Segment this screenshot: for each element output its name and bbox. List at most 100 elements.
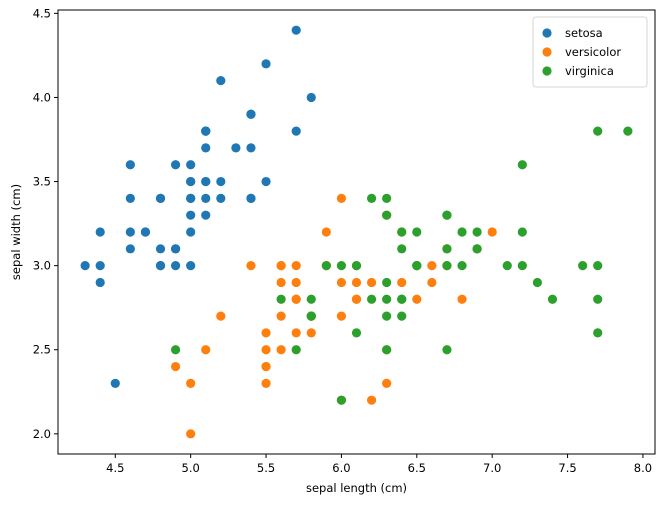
data-point-virginica-18 [593, 328, 603, 338]
data-point-virginica-7 [532, 277, 543, 288]
data-point-virginica-14 [306, 294, 316, 304]
data-point-setosa-13 [80, 261, 90, 271]
y-tick-label-0: 2.0 [33, 427, 51, 441]
data-point-virginica-29 [517, 261, 527, 271]
data-point-versicolor-48 [201, 345, 211, 355]
data-point-virginica-36 [382, 193, 392, 203]
data-point-virginica-34 [351, 328, 362, 338]
data-point-setosa-14 [306, 92, 316, 103]
data-point-virginica-10 [412, 227, 422, 237]
x-tick-label-0: 4.5 [106, 461, 124, 475]
data-point-versicolor-8 [427, 277, 437, 288]
legend: setosa versicolor virginica [532, 16, 648, 88]
x-tick-label-3: 6.0 [332, 461, 350, 475]
data-point-versicolor-7 [170, 361, 181, 372]
series-virginica [170, 126, 633, 405]
data-point-versicolor-39 [261, 345, 271, 355]
data-point-setosa-28 [216, 193, 226, 203]
data-point-virginica-38 [336, 261, 347, 271]
y-tick-label-3: 3.5 [33, 175, 51, 189]
data-point-versicolor-31 [261, 361, 271, 372]
data-point-virginica-12 [457, 261, 467, 271]
data-point-setosa-33 [261, 59, 271, 69]
data-point-setosa-24 [155, 193, 166, 203]
data-point-setosa-46 [201, 126, 211, 136]
data-point-versicolor-3 [261, 378, 271, 388]
data-point-virginica-27 [351, 261, 362, 271]
data-point-setosa-39 [201, 193, 211, 203]
y-tick-label-5: 4.5 [33, 6, 51, 20]
data-point-virginica-44 [442, 210, 452, 220]
data-point-setosa-21 [201, 143, 211, 153]
data-point-setosa-32 [216, 76, 226, 86]
data-point-virginica-49 [321, 261, 331, 271]
data-point-versicolor-18 [366, 395, 377, 405]
data-point-virginica-8 [442, 345, 452, 355]
data-point-virginica-30 [547, 294, 558, 304]
data-point-setosa-16 [246, 109, 256, 119]
data-point-versicolor-20 [321, 227, 331, 237]
data-point-setosa-26 [186, 193, 196, 203]
data-point-setosa-4 [186, 160, 196, 170]
data-point-virginica-31 [623, 126, 633, 136]
y-tick-label-4: 4.0 [33, 90, 51, 104]
data-point-virginica-15 [397, 227, 407, 237]
data-point-virginica-17 [593, 126, 603, 136]
data-point-setosa-22 [125, 160, 135, 170]
data-point-virginica-2 [502, 261, 512, 271]
data-point-setosa-45 [155, 261, 166, 271]
data-point-setosa-18 [291, 126, 301, 136]
data-point-virginica-33 [382, 294, 392, 304]
legend-marker-versicolor [542, 47, 552, 57]
data-point-virginica-26 [366, 294, 377, 304]
data-point-versicolor-38 [276, 261, 286, 271]
legend-box [532, 16, 648, 88]
x-axis-ticks: 4.5 5.0 5.5 6.0 6.5 7.0 7.5 8.0 [106, 454, 652, 475]
plot-frame [57, 9, 656, 455]
data-point-virginica-0 [382, 210, 392, 220]
data-point-versicolor-25 [427, 261, 437, 271]
points-layer [80, 25, 633, 439]
data-point-setosa-31 [246, 193, 256, 203]
data-point-setosa-27 [216, 176, 226, 187]
legend-label-setosa: setosa [565, 26, 603, 40]
data-point-virginica-46 [382, 345, 392, 355]
data-point-versicolor-0 [487, 227, 497, 237]
legend-marker-setosa [542, 28, 552, 38]
data-point-versicolor-42 [306, 328, 316, 338]
data-point-setosa-10 [246, 143, 256, 153]
data-point-virginica-32 [397, 294, 407, 304]
data-point-virginica-20 [472, 227, 482, 237]
data-point-setosa-34 [170, 244, 181, 254]
data-point-virginica-3 [382, 277, 392, 288]
data-point-versicolor-29 [291, 328, 301, 338]
data-point-versicolor-43 [186, 378, 196, 388]
data-point-setosa-38 [95, 261, 105, 271]
x-tick-label-1: 5.0 [182, 461, 200, 475]
data-point-setosa-23 [201, 210, 211, 220]
data-point-virginica-48 [366, 193, 377, 203]
data-point-setosa-29 [140, 227, 151, 237]
data-point-virginica-13 [291, 345, 301, 355]
data-point-setosa-6 [125, 193, 135, 203]
data-point-virginica-42 [306, 311, 316, 321]
data-point-versicolor-10 [186, 429, 196, 439]
series-setosa [80, 25, 316, 388]
data-point-versicolor-44 [276, 311, 286, 321]
data-point-setosa-8 [95, 277, 105, 288]
x-tick-label-2: 5.5 [257, 461, 275, 475]
data-point-virginica-6 [170, 345, 181, 355]
data-point-versicolor-35 [336, 193, 347, 203]
data-point-virginica-23 [382, 311, 392, 321]
data-point-versicolor-28 [336, 277, 347, 288]
data-point-versicolor-49 [291, 294, 301, 304]
data-point-versicolor-46 [291, 277, 301, 288]
y-axis-ticks: 2.0 2.5 3.0 3.5 4.0 4.5 [33, 6, 58, 441]
data-point-virginica-5 [578, 261, 588, 271]
data-point-versicolor-26 [457, 294, 467, 304]
data-point-versicolor-13 [351, 277, 362, 288]
data-point-setosa-35 [186, 227, 196, 237]
data-point-setosa-43 [186, 176, 196, 187]
legend-marker-virginica [542, 66, 552, 76]
